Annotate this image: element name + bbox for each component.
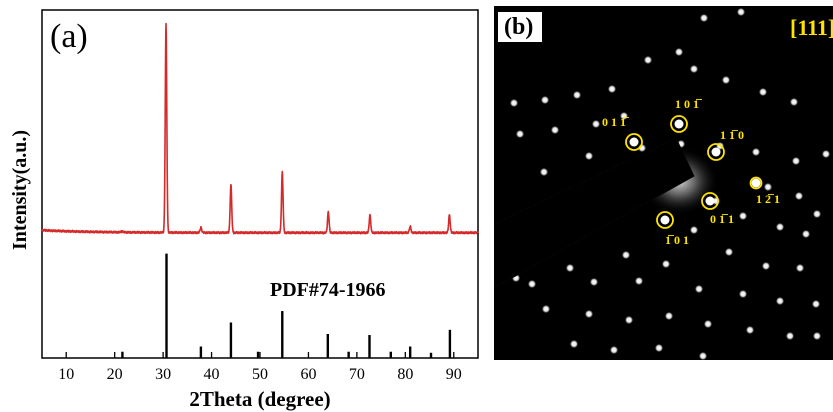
indexed-spot (660, 215, 670, 225)
plot-frame (41, 9, 479, 359)
indexed-reflections: 0 1 1̅ 1 0 1̅ 1 1̅ 0 1 2̅ 1 0 1̅ 1 1̅ 0 1 (602, 97, 780, 247)
diffraction-spot (655, 344, 663, 352)
x-tick-label: 80 (397, 366, 413, 383)
indexed-spot (674, 119, 684, 129)
panel-b-label: (b) (504, 14, 533, 40)
diffraction-spot (585, 152, 593, 160)
diffraction-spot (516, 130, 524, 138)
diffraction-spot (690, 226, 698, 234)
indexed-ring (625, 133, 643, 151)
diffraction-spot (704, 320, 712, 328)
y-axis-label: Intensity(a.u.) (9, 130, 31, 250)
indexed-spot (705, 196, 715, 206)
indexed-spot (629, 137, 639, 147)
diffraction-spot (665, 312, 673, 320)
diffraction-spot (635, 277, 643, 285)
miller-index-label: 1 1̅ 0 (720, 128, 744, 142)
diffraction-spot (759, 88, 767, 96)
diffraction-spot (590, 278, 598, 286)
diffraction-spot (737, 8, 745, 16)
xrd-chart: 10 20 30 40 50 60 70 80 90 (a) PDF#74-1966 2Thet… (9, 9, 479, 411)
x-axis-label: 2Theta (degree) (189, 387, 330, 411)
diffraction-spot (610, 346, 618, 354)
x-tick-label: 10 (58, 366, 74, 383)
diffraction-spot (573, 91, 581, 99)
diffraction-spot (746, 326, 754, 334)
indexed-ring (656, 211, 674, 229)
diffraction-spot (813, 210, 821, 218)
diffraction-spot (776, 297, 784, 305)
beam-stopper (494, 137, 695, 289)
diffraction-spot (620, 112, 628, 120)
diffraction-spot (802, 230, 810, 238)
x-tick-label: 60 (300, 366, 316, 383)
diffraction-spot (776, 223, 784, 231)
diffraction-spot (786, 332, 794, 340)
miller-index-label: 1 0 1̅ (675, 97, 703, 111)
diffraction-spot (813, 332, 821, 340)
diffraction-spot (695, 285, 703, 293)
x-tick-label: 70 (349, 366, 365, 383)
reference-pattern-label: PDF#74-1966 (270, 279, 386, 301)
diffraction-spot (528, 280, 536, 288)
x-tick-label: 50 (252, 366, 268, 383)
diffraction-spot (792, 157, 800, 165)
diffraction-spot (690, 65, 698, 73)
indexed-ring (707, 143, 725, 161)
x-tick-label: 30 (155, 366, 171, 383)
panel-a-label: (a) (50, 18, 88, 55)
indexed-ring (749, 176, 763, 190)
diffraction-spot (540, 168, 548, 176)
x-axis-ticks: 10 20 30 40 50 60 70 80 90 (58, 352, 462, 383)
indexed-spot (751, 178, 761, 188)
diffraction-spot (662, 260, 670, 268)
saed-pattern: 0 1 1̅ 1 0 1̅ 1 1̅ 0 1 2̅ 1 0 1̅ 1 1̅ 0 1 (b)… (494, 6, 833, 360)
diffraction-spot (551, 126, 559, 134)
zone-axis-label: [111] (790, 15, 833, 40)
diffraction-spot (625, 316, 633, 324)
miller-index-label: 0 1 1̅ (602, 115, 630, 129)
indexed-spot (711, 147, 721, 157)
diffraction-spots (510, 8, 830, 360)
miller-index-label: 1̅ 0 1 (665, 233, 689, 247)
panel-b-label-box (498, 12, 542, 42)
diffraction-spot (822, 150, 830, 158)
diffraction-spot (795, 192, 803, 200)
diffraction-spot (570, 340, 578, 348)
diffraction-spot (542, 305, 550, 313)
diffraction-spot (790, 98, 798, 106)
reference-sticks (121, 253, 452, 358)
diffraction-spot (764, 183, 772, 191)
diffraction-spot (762, 262, 770, 270)
indexed-ring (670, 115, 688, 133)
x-tick-label: 40 (204, 366, 220, 383)
diffraction-spot (725, 248, 733, 256)
diffraction-spot (541, 96, 549, 104)
diffraction-spot (812, 300, 820, 308)
diffraction-spot (510, 99, 518, 107)
diffraction-spot (644, 56, 652, 64)
diffraction-spot (796, 264, 804, 272)
diffraction-spot (585, 310, 593, 318)
diffraction-spot (622, 251, 630, 259)
diffraction-spot (739, 212, 747, 220)
diffraction-spot (752, 148, 760, 156)
x-tick-label: 90 (446, 366, 462, 383)
diffraction-spot (699, 352, 707, 360)
miller-index-label: 0 1̅ 1 (710, 212, 734, 226)
diffraction-spot (739, 290, 747, 298)
diffraction-spot (608, 85, 616, 93)
indexed-ring (701, 192, 719, 210)
diffraction-spot (722, 76, 730, 84)
diffraction-spot (566, 264, 574, 272)
diffraction-spot (700, 14, 708, 22)
x-tick-label: 20 (107, 366, 123, 383)
diffraction-spot (675, 48, 683, 56)
miller-index-label: 1 2̅ 1 (756, 192, 780, 206)
measured-pattern-line (41, 22, 479, 235)
diffraction-spot (592, 120, 600, 128)
